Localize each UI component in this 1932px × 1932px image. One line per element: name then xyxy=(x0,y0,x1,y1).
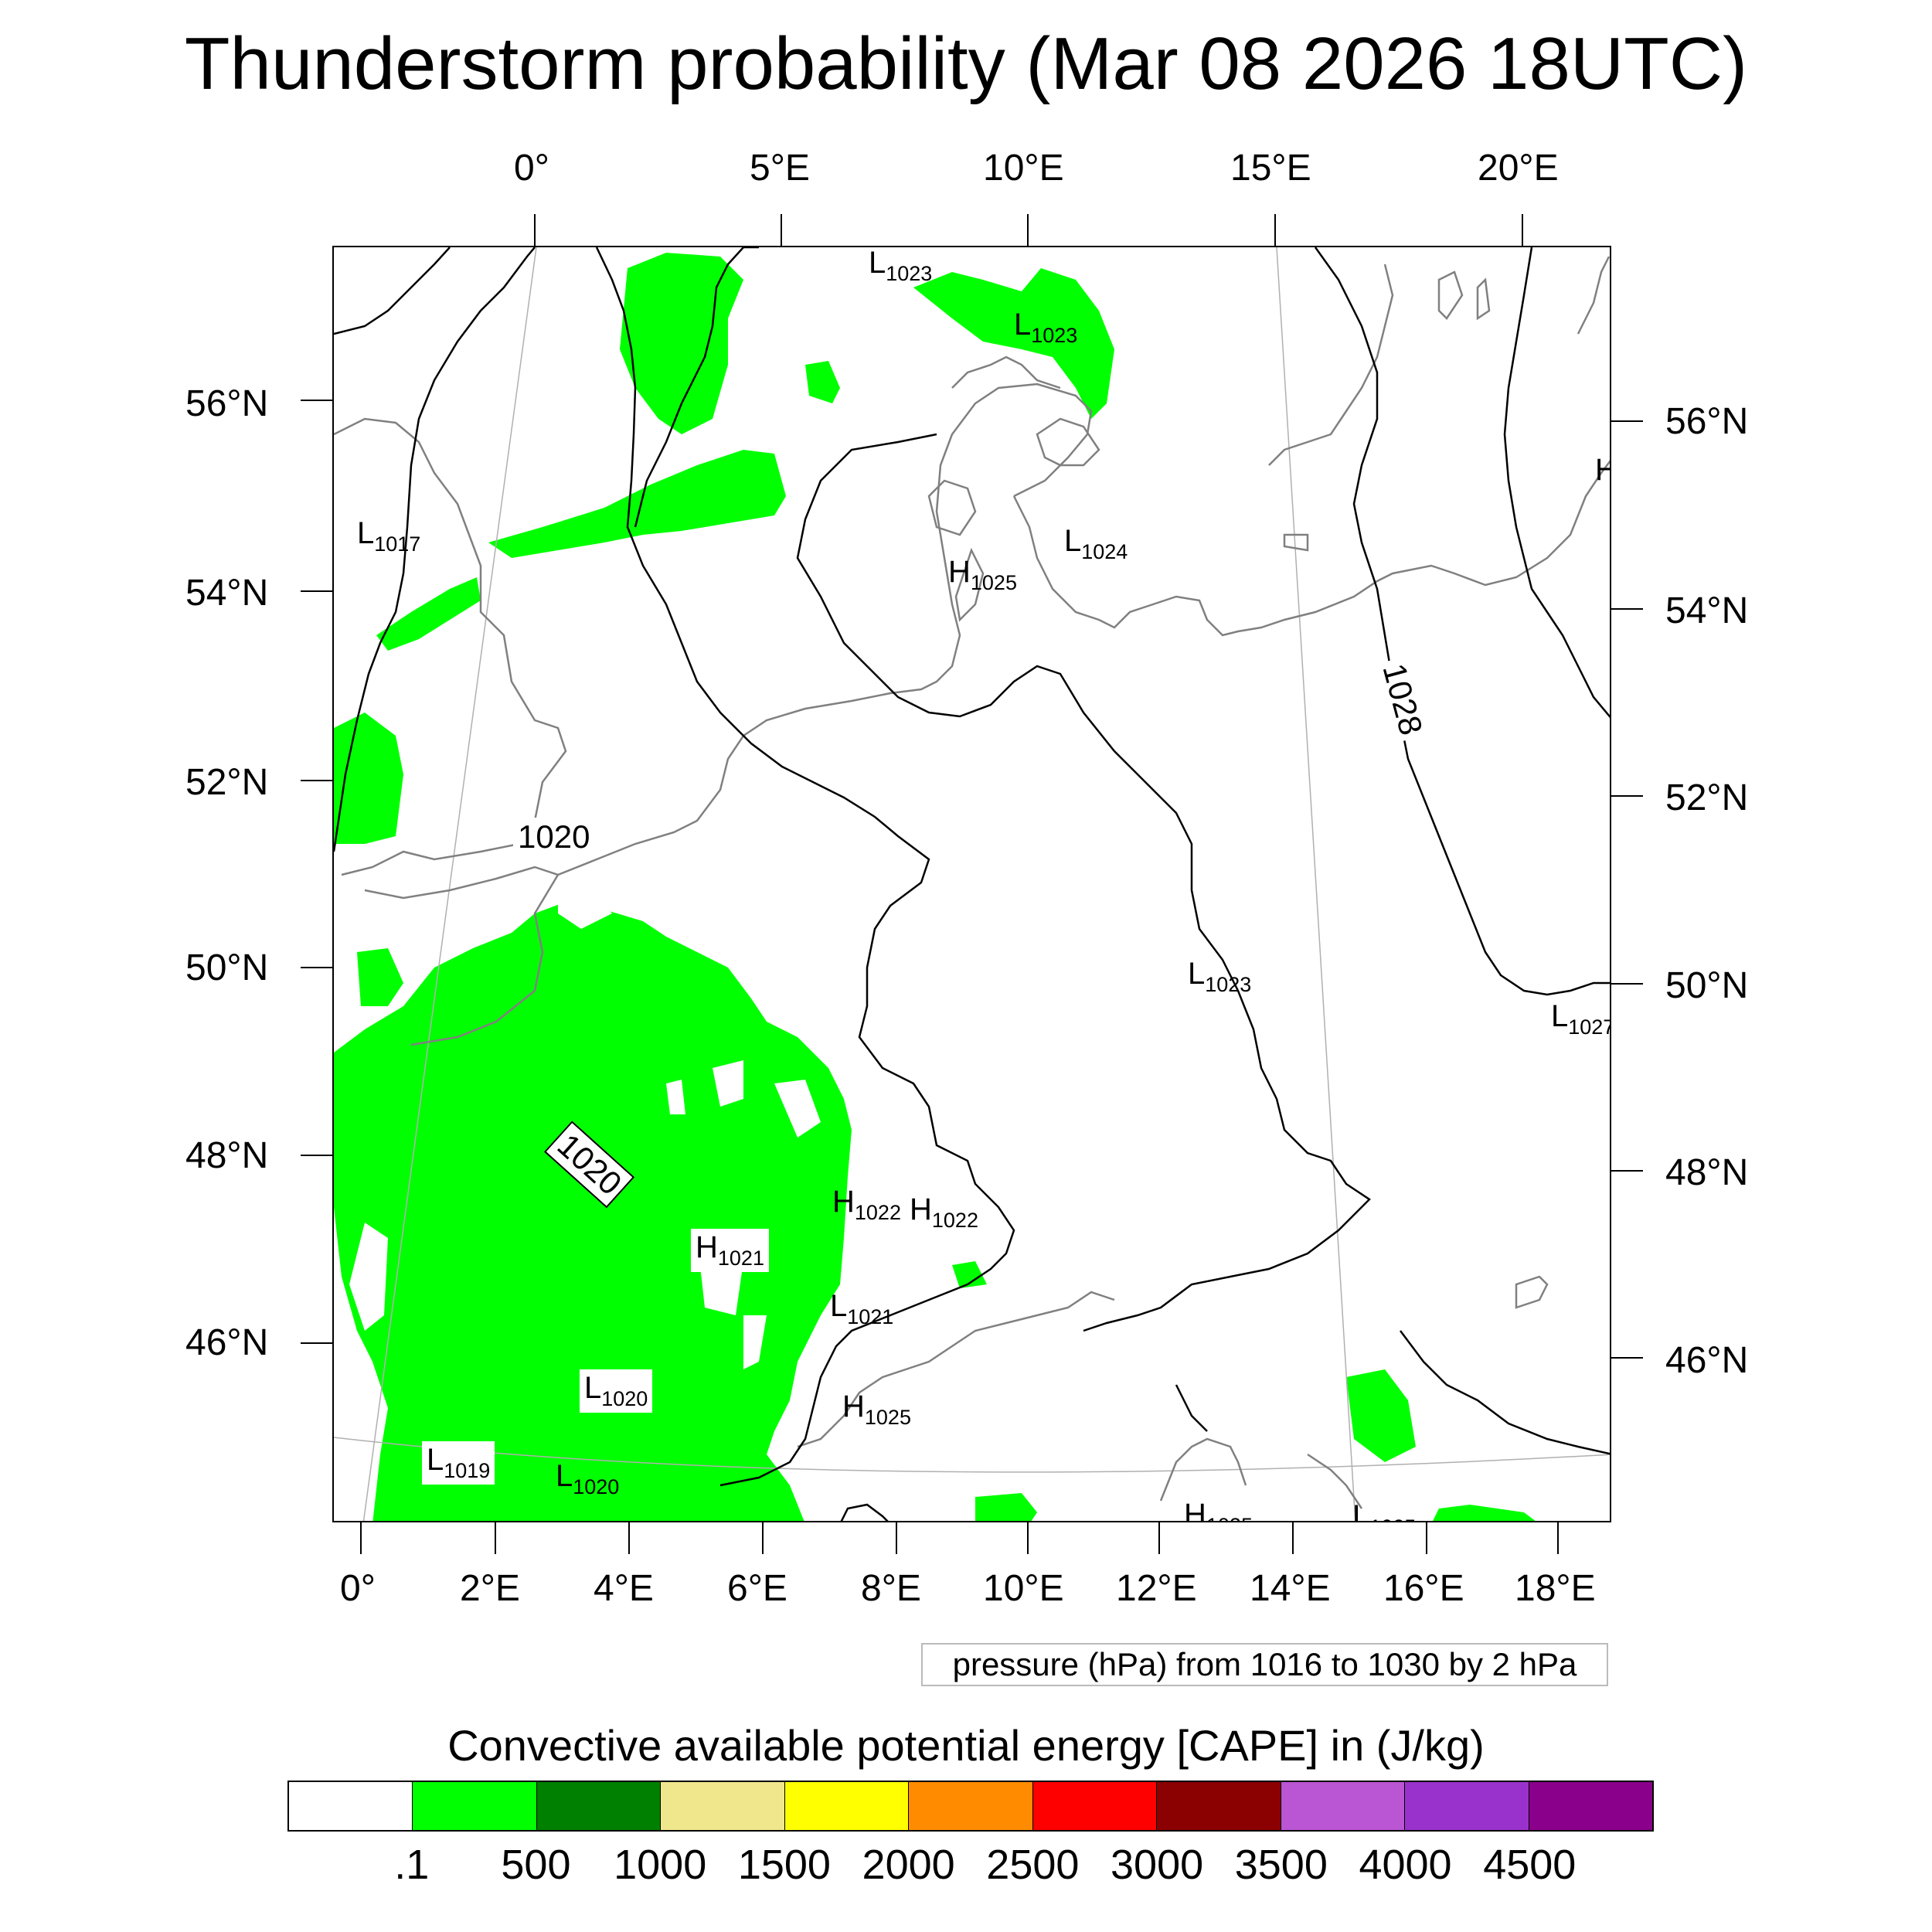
cape-area-alps-patch xyxy=(952,1261,987,1288)
pressure-center-label: H1025 xyxy=(842,1389,911,1429)
bottom-lon-label: 0° xyxy=(340,1568,376,1609)
colorbar-tick-label: .1 xyxy=(394,1842,430,1888)
colorbar-tick-label: 4500 xyxy=(1483,1842,1577,1888)
colorbar-swatch xyxy=(1157,1782,1281,1830)
colorbar-swatch xyxy=(1405,1782,1529,1830)
cape-area-channel xyxy=(357,948,403,1006)
left-lat-label: 48°N xyxy=(185,1135,269,1176)
cape-area-france-bavaria xyxy=(334,902,852,1521)
right-lat-label: 46°N xyxy=(1665,1340,1749,1381)
colorbar xyxy=(287,1781,1654,1832)
bottom-lon-label: 10°E xyxy=(983,1568,1064,1609)
cape-holes xyxy=(349,883,821,1369)
top-lon-label: 0° xyxy=(514,148,549,189)
pressure-center-label: L1023 xyxy=(869,246,933,285)
map-canvas xyxy=(334,247,1610,1521)
pressure-center-label: H1022 xyxy=(832,1185,901,1224)
colorbar-title: Convective available potential energy [C… xyxy=(447,1721,1485,1770)
pressure-center-label: L1019 xyxy=(422,1441,495,1485)
colorbar-swatch xyxy=(289,1782,413,1830)
cape-area-norway-sea xyxy=(620,253,743,434)
colorbar-tick-label: 4000 xyxy=(1359,1842,1452,1888)
bottom-lon-label: 16°E xyxy=(1383,1568,1464,1609)
pressure-center-label: H xyxy=(1595,454,1610,492)
colorbar-tick-label: 1500 xyxy=(737,1842,831,1888)
pressure-center-label: L1025 xyxy=(1352,1499,1416,1522)
cape-area-north-sea-patch xyxy=(805,361,840,403)
cape-area-uk-coast xyxy=(376,577,481,651)
cape-area-adriatic xyxy=(1433,1505,1536,1521)
cape-hole xyxy=(774,1080,821,1138)
cape-area-balkans xyxy=(1346,1369,1416,1462)
right-lat-label: 56°N xyxy=(1665,401,1749,442)
cape-hole xyxy=(743,1315,767,1369)
pressure-center-label: L1017 xyxy=(357,516,421,556)
map-panel: 1020 1020 1028 L1017 L1023 L1023 L1024 H… xyxy=(332,246,1611,1522)
bottom-lon-label: 2°E xyxy=(460,1568,520,1609)
pressure-center-label: L1020 xyxy=(556,1459,620,1498)
colorbar-tick-label: 3000 xyxy=(1111,1842,1204,1888)
pressure-center-label: H1022 xyxy=(910,1192,978,1232)
graticule xyxy=(334,247,1610,1521)
colorbar-tick-label: 2500 xyxy=(986,1842,1080,1888)
contour-label: 1020 xyxy=(513,818,595,856)
top-lon-label: 15°E xyxy=(1230,148,1311,189)
colorbar-swatch xyxy=(1032,1782,1158,1830)
pressure-center-label: L1024 xyxy=(1064,524,1128,563)
cape-fields xyxy=(334,253,1536,1521)
pressure-center-label: L1023 xyxy=(1014,308,1078,347)
cape-area-skagerrak xyxy=(913,268,1114,419)
bottom-lon-label: 18°E xyxy=(1515,1568,1596,1609)
pressure-center-label: L1027 xyxy=(1551,999,1611,1039)
top-lon-label: 5°E xyxy=(750,148,810,189)
cape-area-italy-patch xyxy=(975,1493,1037,1521)
cape-hole xyxy=(666,1080,685,1114)
coastlines xyxy=(334,256,1610,1509)
bottom-lon-label: 8°E xyxy=(861,1568,921,1609)
colorbar-tick-label: 1000 xyxy=(614,1842,707,1888)
colorbar-swatch xyxy=(1529,1782,1652,1830)
colorbar-swatch xyxy=(1281,1782,1406,1830)
colorbar-swatch xyxy=(784,1782,910,1830)
cape-hole xyxy=(349,1223,388,1331)
colorbar-tick-label: 2000 xyxy=(862,1842,955,1888)
left-lat-label: 54°N xyxy=(185,573,269,614)
left-lat-label: 52°N xyxy=(185,762,269,803)
right-lat-label: 48°N xyxy=(1665,1152,1749,1193)
left-lat-label: 50°N xyxy=(185,947,269,988)
colorbar-swatch xyxy=(661,1782,785,1830)
top-lon-label: 20°E xyxy=(1478,148,1559,189)
pressure-center-label: L1020 xyxy=(580,1369,653,1413)
colorbar-swatch xyxy=(536,1782,662,1830)
pressure-center-label: L1021 xyxy=(830,1289,894,1328)
pressure-contour-note: pressure (hPa) from 1016 to 1030 by 2 hP… xyxy=(921,1643,1608,1686)
bottom-lon-label: 12°E xyxy=(1116,1568,1197,1609)
colorbar-tick-label: 3500 xyxy=(1234,1842,1328,1888)
right-lat-label: 52°N xyxy=(1665,777,1749,818)
left-lat-label: 56°N xyxy=(185,383,269,424)
pressure-center-label: H1021 xyxy=(691,1229,769,1272)
right-lat-label: 54°N xyxy=(1665,590,1749,631)
colorbar-swatch xyxy=(909,1782,1033,1830)
colorbar-swatch xyxy=(413,1782,537,1830)
pressure-center-label: H1025 xyxy=(1184,1498,1253,1522)
cape-area-north-sea xyxy=(488,450,786,558)
cape-hole xyxy=(558,883,612,929)
left-lat-label: 46°N xyxy=(185,1322,269,1363)
top-lon-label: 10°E xyxy=(983,148,1064,189)
chart-title: Thunderstorm probability (Mar 08 2026 18… xyxy=(184,22,1748,105)
pressure-center-label: L1023 xyxy=(1188,957,1252,996)
cape-hole xyxy=(713,1060,743,1107)
right-lat-label: 50°N xyxy=(1665,965,1749,1006)
bottom-lon-label: 4°E xyxy=(594,1568,654,1609)
colorbar-tick-label: 500 xyxy=(501,1842,571,1888)
bottom-lon-label: 6°E xyxy=(727,1568,787,1609)
pressure-center-label: H1025 xyxy=(948,555,1017,594)
bottom-lon-label: 14°E xyxy=(1250,1568,1331,1609)
